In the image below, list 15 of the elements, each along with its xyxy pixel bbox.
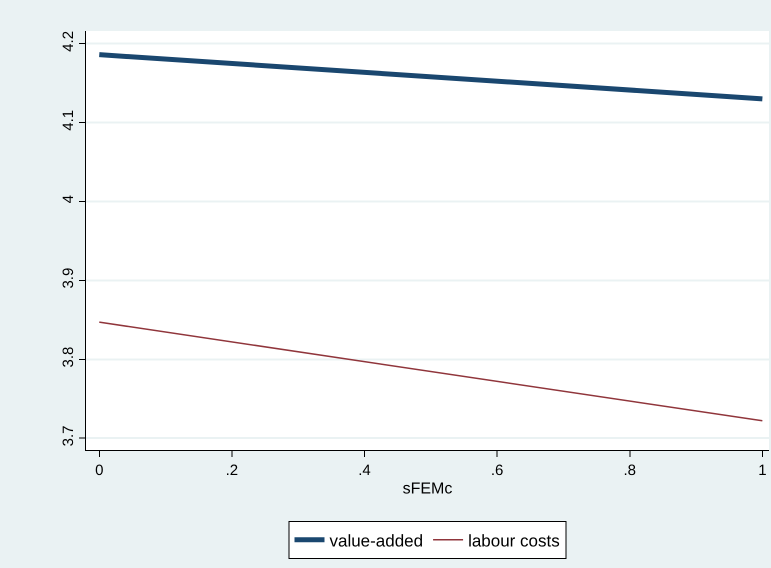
x-tick-label: .2 [226, 462, 238, 479]
y-tick-label: 4 [60, 195, 77, 204]
x-tick-label: 1 [758, 462, 767, 479]
y-tick-label: 4.2 [60, 30, 77, 52]
y-tick-label: 3.8 [60, 346, 77, 368]
x-tick-label: .4 [358, 462, 371, 479]
x-tick-label: 0 [95, 462, 104, 479]
y-tick-label: 3.9 [60, 268, 77, 289]
x-tick-label: .8 [623, 462, 636, 479]
x-tick-label: .6 [490, 462, 504, 479]
x-axis-title: sFEMc [402, 480, 452, 498]
legend-label: labour costs [468, 531, 560, 550]
y-tick-label: 4.1 [60, 110, 77, 131]
y-tick-label: 3.7 [60, 425, 77, 446]
legend-label: value-added [330, 531, 424, 550]
